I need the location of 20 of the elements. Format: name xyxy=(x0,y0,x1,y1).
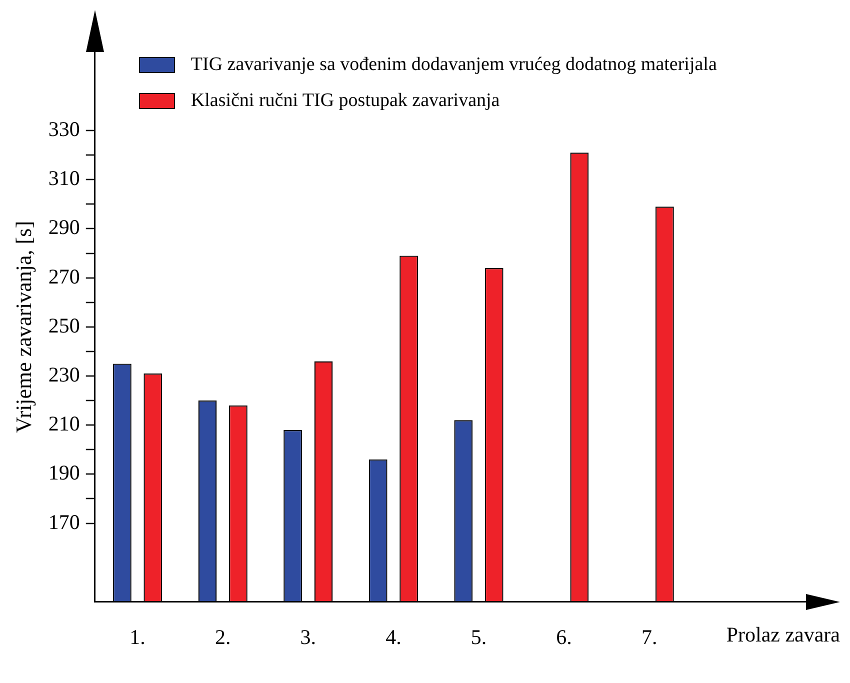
x-tick-label: 5. xyxy=(470,624,487,649)
y-tick-label: 270 xyxy=(48,264,80,288)
x-tick-label: 4. xyxy=(386,624,402,649)
y-tick-label: 210 xyxy=(48,412,80,436)
x-tick-label: 6. xyxy=(556,624,572,649)
y-tick-label: 290 xyxy=(48,215,80,240)
x-tick-label: 3. xyxy=(300,624,316,649)
x-tick-label: 2. xyxy=(214,624,231,649)
y-tick-label: 310 xyxy=(48,166,80,190)
y-tick-label: 330 xyxy=(48,117,80,142)
x-tick-label: 7. xyxy=(641,624,658,649)
y-tick-label: 190 xyxy=(48,460,80,485)
y-tick-label: 170 xyxy=(48,510,80,534)
x-axis-title: Prolaz zavara xyxy=(726,622,841,646)
y-axis-title: Vrijeme zavarivanja, [s] xyxy=(10,220,36,433)
y-tick-label: 230 xyxy=(48,362,80,387)
x-tick-label: 1. xyxy=(130,624,146,649)
legend-label: TIG zavarivanje sa vođenim dodavanjem vrućeg dodatnog materijala xyxy=(190,54,717,76)
legend-label: Klasični ručni TIG postupak zavarivanja xyxy=(190,90,500,112)
y-tick-label: 250 xyxy=(48,313,80,338)
